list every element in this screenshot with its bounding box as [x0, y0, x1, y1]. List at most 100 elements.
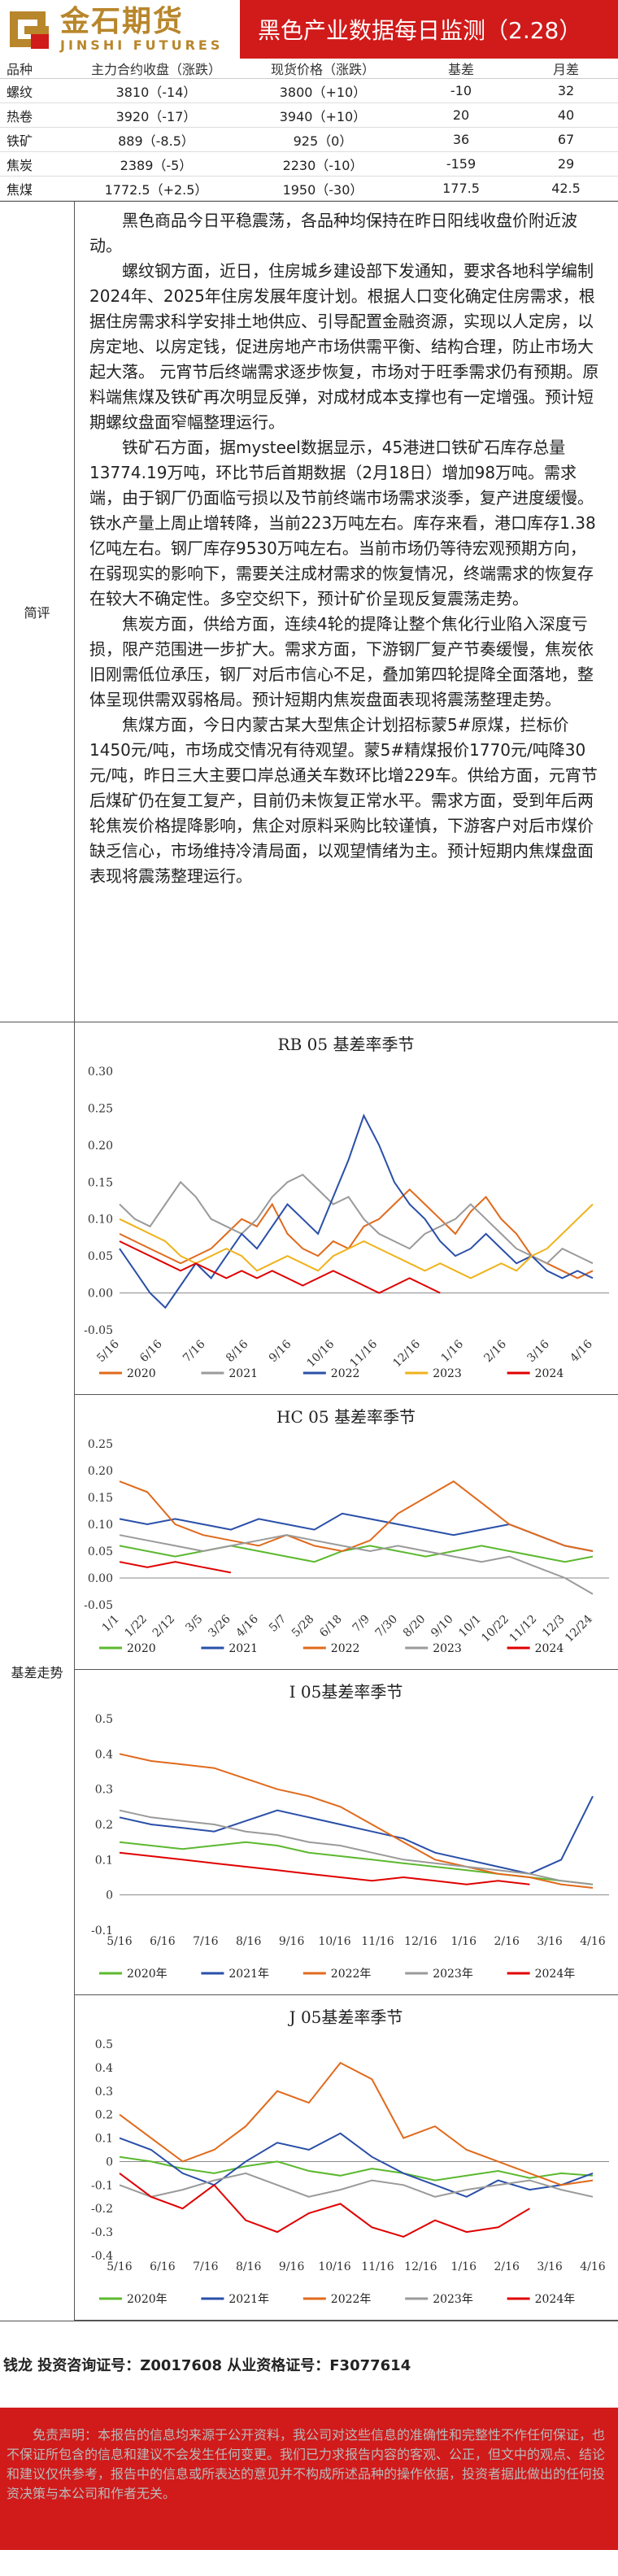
table-cell: 925（0）	[237, 127, 408, 152]
table-cell: 3810（-14）	[75, 78, 237, 103]
table-cell: 1772.5（+2.5）	[75, 176, 237, 201]
x-tick-label: 9/16	[267, 1337, 294, 1365]
y-tick-label: 0	[106, 2155, 113, 2168]
x-tick-label: 11/16	[361, 1935, 394, 1948]
x-tick-label: 4/16	[580, 1935, 606, 1948]
x-tick-label: 9/16	[279, 1935, 305, 1948]
legend-label: 2022	[331, 1367, 360, 1380]
series-line	[119, 1561, 232, 1574]
x-tick-label: 8/20	[401, 1613, 429, 1641]
disclaimer: 免责声明：本报告的信息均来源于公开资料，我公司对这些信息的准确性和完整性不作任何…	[0, 2408, 618, 2550]
y-tick-label: 0.15	[88, 1176, 113, 1189]
table-cell: 32	[514, 78, 618, 103]
series-line	[119, 1113, 594, 1310]
logo-en: JINSHI FUTURES	[60, 37, 224, 53]
x-tick-label: 1/22	[123, 1613, 150, 1641]
series-line	[119, 1188, 594, 1279]
x-tick-label: 4/16	[233, 1612, 261, 1640]
table-cell: 2389（-5）	[75, 151, 237, 177]
table-cell: -10	[408, 78, 514, 103]
y-tick-label: -0.1	[91, 1924, 113, 1937]
table-cell: 889（-8.5）	[75, 127, 237, 152]
x-tick-label: 10/16	[318, 1935, 350, 1948]
x-tick-label: 6/16	[150, 1935, 176, 1948]
table-cell: 67	[514, 127, 618, 152]
x-tick-label: 12/16	[404, 1935, 437, 1948]
series-line	[119, 1753, 594, 1889]
x-tick-label: 2/12	[150, 1613, 178, 1641]
x-tick-label: 2/16	[481, 1337, 509, 1365]
basis-chart: HC 05 基差率季节 0.25 0.20 0.15 0.10 0.05 0.00 -0.05…	[75, 1395, 618, 1670]
legend-label: 2023年	[433, 2293, 473, 2306]
y-tick-label: 0.1	[95, 2133, 113, 2146]
x-tick-label: 6/18	[317, 1613, 345, 1641]
analysis-body: 黑色商品今日平稳震荡，各品种均保持在昨日阳线收盘价附近波动。 螺纹钢方面，近日，住…	[75, 202, 618, 1022]
col-header-spot: 现货价格（涨跌）	[237, 59, 408, 79]
price-table: 品种 主力合约收盘（涨跌） 现货价格（涨跌） 基差 月差 螺纹 3810（-14）…	[0, 59, 618, 201]
table-cell: 铁矿	[0, 127, 75, 152]
x-tick-label: 3/26	[206, 1612, 233, 1640]
legend-label: 2024年	[535, 2293, 576, 2306]
table-cell: 焦炭	[0, 151, 75, 177]
x-tick-label: 10/16	[305, 1337, 337, 1370]
x-tick-label: 2/16	[494, 1935, 520, 1948]
y-tick-label: 0	[106, 1890, 113, 1903]
series-line	[119, 1240, 441, 1294]
y-tick-label: 0.20	[88, 1465, 113, 1478]
table-cell: 3940（+10）	[237, 102, 408, 128]
x-tick-label: 6/16	[137, 1337, 165, 1365]
series-line	[119, 1809, 594, 1885]
x-tick-label: 8/16	[224, 1337, 251, 1365]
table-row: 焦炭 2389（-5） 2230（-10） -159 29	[0, 151, 618, 177]
analysis-paragraph: 螺纹钢方面，近日，住房城乡建设部下发通知，要求各地科学编制2024年、2025年…	[89, 261, 599, 432]
x-tick-label: 1/16	[439, 1337, 467, 1365]
table-cell: 焦煤	[0, 176, 75, 201]
legend-label: 2021年	[228, 1968, 269, 1981]
y-tick-label: 0.1	[95, 1854, 113, 1867]
analyst-info: 钱龙 投资咨询证号：Z0017608 从业资格证号：F3077614	[3, 2357, 411, 2374]
table-cell: 2230（-10）	[237, 151, 408, 177]
series-line	[119, 1851, 530, 1885]
table-cell: 热卷	[0, 102, 75, 128]
logo: 金石期货 JINSHI FUTURES	[0, 0, 240, 59]
x-tick-label: 9/10	[429, 1613, 456, 1641]
y-tick-label: -0.2	[91, 2203, 113, 2216]
x-tick-label: 12/16	[404, 2260, 437, 2273]
table-cell: 3920（-17）	[75, 102, 237, 128]
analysis-paragraph: 焦炭方面，供给方面，连续4轮的提降让整个焦化行业陷入深度亏损，限产范围进一步扩大…	[89, 614, 594, 709]
y-tick-label: 0.20	[88, 1140, 113, 1153]
chart-title: J 05基差率季节	[288, 2007, 403, 2027]
y-tick-label: 0.4	[95, 1748, 113, 1761]
y-tick-label: 0.15	[88, 1492, 113, 1505]
series-line	[119, 1203, 594, 1279]
x-tick-label: 7/16	[193, 2260, 219, 2273]
x-tick-label: 2/16	[494, 2260, 520, 2273]
y-tick-label: -0.4	[91, 2250, 113, 2263]
chart-svg: HC 05 基差率季节 0.25 0.20 0.15 0.10 0.05 0.00 -0.05…	[84, 1407, 609, 1655]
y-tick-label: 0.3	[95, 2086, 113, 2099]
series-line	[119, 2155, 594, 2182]
y-tick-label: -0.05	[84, 1599, 113, 1612]
table-cell: 20	[408, 102, 514, 128]
chart-svg: RB 05 基差率季节 0.30 0.25 0.20 0.15 0.10 0.05 0.00 -…	[84, 1035, 609, 1380]
legend-label: 2022年	[331, 1968, 372, 1981]
x-tick-label: 10/22	[479, 1613, 511, 1645]
y-tick-label: 0.10	[88, 1519, 113, 1532]
table-row: 焦煤 1772.5（+2.5） 1950（-30） 177.5 42.5	[0, 176, 618, 201]
x-tick-label: 5/7	[267, 1613, 289, 1635]
chart-svg: I 05基差率季节 0.5 0.4 0.3 0.2 0.1 0 -0.15/16 6/16 7/1…	[91, 1682, 609, 1981]
y-tick-label: -0.05	[84, 1324, 113, 1337]
analysis-label: 简评	[0, 202, 75, 1022]
legend-label: 2020	[127, 1642, 156, 1655]
col-header-spread: 月差	[514, 59, 618, 79]
x-tick-label: 4/16	[568, 1337, 595, 1365]
analysis-section: 简评 黑色商品今日平稳震荡，各品种均保持在昨日阳线收盘价附近波动。 螺纹钢方面，近…	[0, 201, 618, 1022]
table-cell: 177.5	[408, 176, 514, 201]
series-line	[119, 1795, 594, 1875]
col-header-close: 主力合约收盘（涨跌）	[75, 59, 237, 79]
y-tick-label: 0.25	[88, 1438, 113, 1451]
col-header-basis: 基差	[408, 59, 514, 79]
y-tick-label: 0.2	[95, 2109, 113, 2122]
legend-label: 2024年	[535, 1968, 576, 1981]
x-tick-label: 8/16	[236, 2260, 262, 2273]
